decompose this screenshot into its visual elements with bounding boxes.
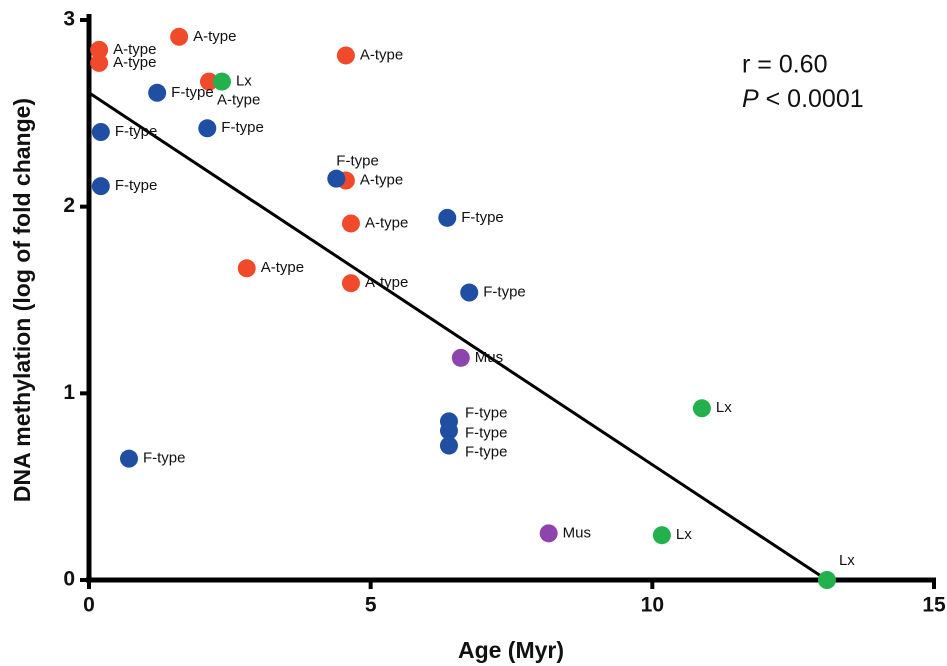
point <box>341 274 360 293</box>
point <box>148 83 167 102</box>
point <box>438 208 457 227</box>
point <box>817 571 836 589</box>
point-label: A-type <box>360 46 403 63</box>
point-label: F-type <box>143 450 186 467</box>
point <box>199 72 218 91</box>
point-label: A-type <box>261 259 304 276</box>
point <box>451 348 470 367</box>
point <box>341 214 360 233</box>
y-tick-label: 0 <box>63 568 75 591</box>
point-label: F-type <box>336 153 379 170</box>
point <box>327 169 346 188</box>
point <box>460 283 479 302</box>
y-axis-title: DNA methylation (log of fold change) <box>9 98 35 502</box>
p-value: < 0.0001 <box>759 85 864 113</box>
x-tick-label: 0 <box>83 594 95 617</box>
point-label: F-type <box>171 84 214 101</box>
x-axis-title: Age (Myr) <box>458 637 564 663</box>
point <box>90 53 109 72</box>
fit-line <box>88 91 828 582</box>
point <box>119 449 138 468</box>
y-tick-label: 3 <box>63 8 75 31</box>
point <box>439 436 458 455</box>
point-label: F-type <box>115 123 158 140</box>
point <box>539 524 558 543</box>
point-label: A-type <box>113 41 156 58</box>
point-label: A-type <box>360 172 403 189</box>
point-label: F-type <box>221 119 264 136</box>
point-label: A-type <box>365 274 408 291</box>
point <box>692 399 711 418</box>
point-label: F-type <box>465 425 508 442</box>
point <box>237 259 256 278</box>
point-label: F-type <box>461 209 504 226</box>
point-label: A-type <box>217 92 260 109</box>
point-label: F-type <box>465 444 508 461</box>
point-label: A-type <box>365 214 408 231</box>
point-label: Lx <box>716 399 732 416</box>
point-label: F-type <box>115 177 158 194</box>
point <box>198 119 217 138</box>
point <box>91 177 110 196</box>
point <box>652 526 671 545</box>
point-label: Lx <box>236 73 252 90</box>
point-label: Lx <box>839 552 855 569</box>
point-label: Lx <box>676 526 692 543</box>
point <box>336 46 355 65</box>
annotation-p: P < 0.0001 <box>742 85 864 113</box>
point-label: Mus <box>563 524 591 541</box>
x-tick-label: 5 <box>365 594 377 617</box>
point-label: A-type <box>193 28 236 45</box>
x-tick-label: 15 <box>922 594 946 617</box>
point-label: F-type <box>483 284 526 301</box>
point <box>170 27 189 46</box>
annotation-r: r = 0.60 <box>742 51 827 79</box>
point-label: Mus <box>475 349 503 366</box>
point-label: A-type <box>113 54 156 71</box>
y-tick-label: 2 <box>63 194 75 217</box>
point <box>212 72 231 91</box>
point-label: F-type <box>465 404 508 421</box>
y-tick-label: 1 <box>63 381 75 404</box>
point <box>91 123 110 141</box>
point <box>90 40 109 59</box>
point <box>439 421 458 440</box>
p-symbol: P <box>742 85 759 113</box>
x-tick-label: 10 <box>641 594 664 617</box>
